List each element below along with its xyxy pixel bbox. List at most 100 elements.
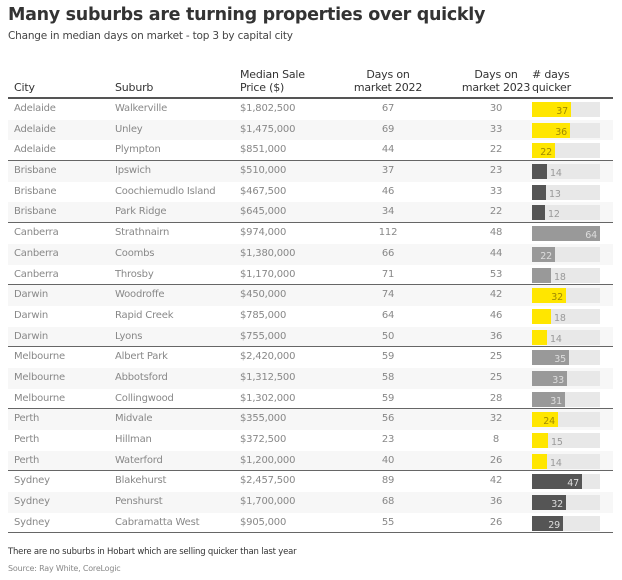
cell-days-2023: 28 bbox=[489, 392, 503, 404]
cell-city: Sydney bbox=[14, 516, 50, 528]
bar-track: 14 bbox=[532, 453, 600, 469]
bar-days-quicker bbox=[532, 391, 565, 407]
table-body: Adelaide Walkerville $1,802,500 67 30 37 Adela… bbox=[8, 99, 613, 534]
table-row: Adelaide Plympton $851,000 44 22 22 bbox=[8, 140, 613, 162]
cell-suburb: Ipswich bbox=[115, 165, 151, 177]
cell-days-2023: 33 bbox=[489, 185, 503, 197]
table-row: Darwin Woodroffe $450,000 74 42 32 bbox=[8, 285, 613, 306]
header-price-line1: Median Sale bbox=[240, 68, 305, 81]
cell-price: $905,000 bbox=[240, 516, 287, 528]
cell-price: $355,000 bbox=[240, 413, 287, 425]
bar-label: 14 bbox=[550, 333, 562, 345]
table-row: Sydney Blakehurst $2,457,500 89 42 47 bbox=[8, 471, 613, 492]
bar-days-quicker bbox=[532, 329, 547, 345]
bar-label: 32 bbox=[551, 292, 563, 304]
bar-track: 31 bbox=[532, 391, 600, 407]
cell-days-2022: 68 bbox=[381, 496, 395, 508]
cell-days-2022: 56 bbox=[381, 413, 395, 425]
cell-days-2022: 44 bbox=[381, 144, 395, 156]
bar-days-quicker bbox=[532, 122, 570, 138]
bar-track: 18 bbox=[532, 267, 600, 283]
bar-track: 29 bbox=[532, 515, 600, 531]
bar-track: 15 bbox=[532, 433, 600, 448]
header-d22: Days on market 2022 bbox=[353, 68, 423, 94]
bar-label: 18 bbox=[554, 271, 566, 283]
cell-city: Brisbane bbox=[14, 206, 57, 218]
cell-price: $755,000 bbox=[240, 330, 287, 342]
bar-label: 37 bbox=[556, 106, 568, 117]
bar-track: 12 bbox=[532, 205, 600, 221]
cell-price: $372,500 bbox=[240, 434, 287, 445]
cell-days-2023: 46 bbox=[489, 309, 503, 321]
cell-suburb: Penshurst bbox=[115, 496, 163, 508]
cell-suburb: Cabramatta West bbox=[115, 516, 200, 528]
cell-days-2023: 33 bbox=[489, 123, 503, 135]
cell-days-2022: 66 bbox=[381, 247, 395, 259]
bar-label: 22 bbox=[540, 147, 552, 159]
bar-track: 33 bbox=[532, 370, 600, 386]
cell-city: Canberra bbox=[14, 268, 59, 280]
bar-days-quicker bbox=[532, 205, 545, 221]
bar-days-quicker bbox=[532, 288, 566, 304]
cell-price: $785,000 bbox=[240, 309, 287, 321]
table-row: Sydney Cabramatta West $905,000 55 26 29 bbox=[8, 513, 613, 534]
bar-track: 64 bbox=[532, 226, 600, 242]
cell-days-2023: 25 bbox=[489, 371, 503, 383]
header-d23-line2: market 2023 bbox=[461, 81, 531, 94]
cell-city: Melbourne bbox=[14, 371, 65, 383]
cell-days-2022: 46 bbox=[381, 185, 395, 197]
cell-suburb: Midvale bbox=[115, 413, 153, 425]
cell-days-2023: 48 bbox=[489, 227, 503, 239]
cell-suburb: Albert Park bbox=[115, 351, 168, 363]
header-price-line2: Price ($) bbox=[240, 81, 285, 94]
bar-days-quicker bbox=[532, 495, 566, 511]
cell-days-2022: 74 bbox=[381, 289, 395, 301]
cell-days-2023: 44 bbox=[489, 247, 503, 259]
source-note: Source: Ray White, CoreLogic bbox=[8, 564, 121, 573]
bar-label: 12 bbox=[548, 209, 560, 221]
cell-days-2022: 50 bbox=[381, 330, 395, 342]
cell-suburb: Park Ridge bbox=[115, 206, 167, 218]
cell-city: Adelaide bbox=[14, 103, 56, 114]
cell-days-2023: 22 bbox=[489, 144, 503, 156]
header-d22-line2: market 2022 bbox=[353, 81, 423, 94]
cell-city: Melbourne bbox=[14, 392, 65, 404]
cell-days-2023: 53 bbox=[489, 268, 503, 280]
cell-days-2022: 37 bbox=[381, 165, 395, 177]
cell-days-2022: 23 bbox=[381, 434, 395, 445]
header-price: Median Sale Price ($) bbox=[240, 68, 305, 94]
cell-price: $1,700,000 bbox=[240, 496, 296, 508]
cell-city: Canberra bbox=[14, 227, 59, 239]
bar-label: 14 bbox=[550, 457, 562, 469]
cell-suburb: Lyons bbox=[115, 330, 143, 342]
bar-track: 14 bbox=[532, 329, 600, 345]
table-row: Darwin Rapid Creek $785,000 64 46 18 bbox=[8, 306, 613, 327]
bar-days-quicker bbox=[532, 226, 600, 242]
cell-price: $2,420,000 bbox=[240, 351, 296, 363]
header-quicker: # days quicker bbox=[532, 68, 571, 94]
cell-days-2023: 23 bbox=[489, 165, 503, 177]
table-row: Melbourne Collingwood $1,302,000 59 28 31 bbox=[8, 389, 613, 410]
cell-city: Perth bbox=[14, 454, 40, 466]
cell-days-2023: 26 bbox=[489, 454, 503, 466]
bar-label: 31 bbox=[550, 395, 562, 407]
cell-days-2023: 22 bbox=[489, 206, 503, 218]
bar-track: 35 bbox=[532, 350, 600, 366]
header-d22-line1: Days on bbox=[366, 68, 410, 81]
table-row: Melbourne Albert Park $2,420,000 59 25 35 bbox=[8, 347, 613, 368]
table-row: Melbourne Abbotsford $1,312,500 58 25 33 bbox=[8, 367, 613, 389]
cell-price: $450,000 bbox=[240, 289, 287, 301]
bar-track: 13 bbox=[532, 184, 600, 200]
cell-city: Perth bbox=[14, 413, 40, 425]
header-suburb: Suburb bbox=[115, 81, 153, 94]
footnote: There are no suburbs in Hobart which are… bbox=[8, 547, 297, 557]
header-d23: Days on market 2023 bbox=[461, 68, 531, 94]
cell-suburb: Coochiemudlo Island bbox=[115, 185, 216, 197]
cell-city: Sydney bbox=[14, 496, 50, 508]
bar-label: 64 bbox=[585, 230, 597, 242]
cell-suburb: Abbotsford bbox=[115, 371, 168, 383]
cell-days-2023: 30 bbox=[489, 103, 503, 114]
table-row: Perth Waterford $1,200,000 40 26 14 bbox=[8, 450, 613, 472]
cell-days-2022: 59 bbox=[381, 392, 395, 404]
bar-track: 36 bbox=[532, 122, 600, 138]
